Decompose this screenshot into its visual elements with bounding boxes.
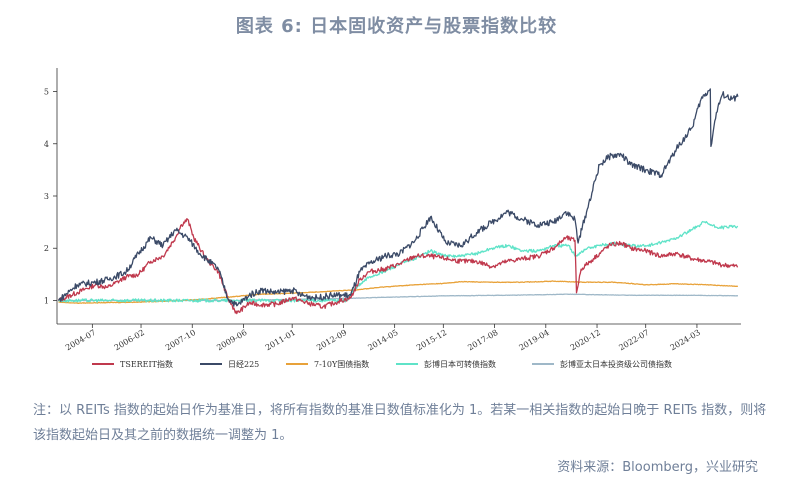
x-tick-label: 2020-12 bbox=[569, 328, 602, 352]
x-tick-label: 2009-06 bbox=[215, 328, 248, 352]
x-tick-label: 2015-12 bbox=[415, 328, 448, 352]
x-tick-label: 2022-07 bbox=[617, 328, 650, 352]
y-tick-label: 2 bbox=[44, 244, 49, 253]
x-tick-label: 2017-08 bbox=[466, 328, 499, 352]
x-tick-label: 2024-03 bbox=[669, 328, 702, 352]
x-ticks: 2004-07 2006-02 2007-10 2009-06 2011-01 2012-… bbox=[64, 324, 702, 352]
x-tick-label: 2012-09 bbox=[315, 328, 348, 352]
x-tick-label: 2014-05 bbox=[366, 328, 399, 352]
legend-label: 彭博亚太日本投资级公司债指数 bbox=[560, 359, 672, 369]
series-group bbox=[57, 88, 739, 315]
y-tick-label: 4 bbox=[44, 140, 49, 149]
x-tick-label: 2011-01 bbox=[264, 328, 297, 352]
legend-label: 日经225 bbox=[228, 359, 259, 369]
y-tick-label: 3 bbox=[44, 192, 49, 201]
y-ticks: 1 2 3 4 5 bbox=[44, 88, 57, 305]
source-text: 资料来源：Bloomberg，兴业研究 bbox=[557, 460, 758, 475]
x-tick-label: 2019-04 bbox=[517, 328, 550, 352]
line-chart: 1 2 3 4 5 2004-07 2006-02 2007-10 2009-06 2011-0… bbox=[44, 68, 741, 369]
legend: TSEREIT指数 日经225 7-10Y国债指数 彭博日本可转债指数 彭博亚太日本投资… bbox=[92, 359, 672, 369]
chart-title: 图表 6: 日本固收资产与股票指数比较 bbox=[235, 16, 558, 37]
legend-label: TSEREIT指数 bbox=[120, 359, 173, 369]
series-line-0 bbox=[57, 218, 739, 315]
legend-label: 彭博日本可转债指数 bbox=[424, 359, 496, 369]
x-tick-label: 2004-07 bbox=[64, 328, 97, 352]
legend-label: 7-10Y国债指数 bbox=[314, 359, 369, 369]
x-tick-label: 2007-10 bbox=[164, 328, 197, 352]
y-tick-label: 1 bbox=[44, 296, 49, 305]
footnote: 注：以 REITs 指数的起始日作为基准日，将所有指数的基准日数值标准化为 1。… bbox=[33, 403, 767, 443]
y-tick-label: 5 bbox=[44, 88, 49, 97]
series-line-3 bbox=[58, 220, 739, 303]
series-line-1 bbox=[57, 88, 739, 307]
x-tick-label: 2006-02 bbox=[113, 328, 146, 352]
